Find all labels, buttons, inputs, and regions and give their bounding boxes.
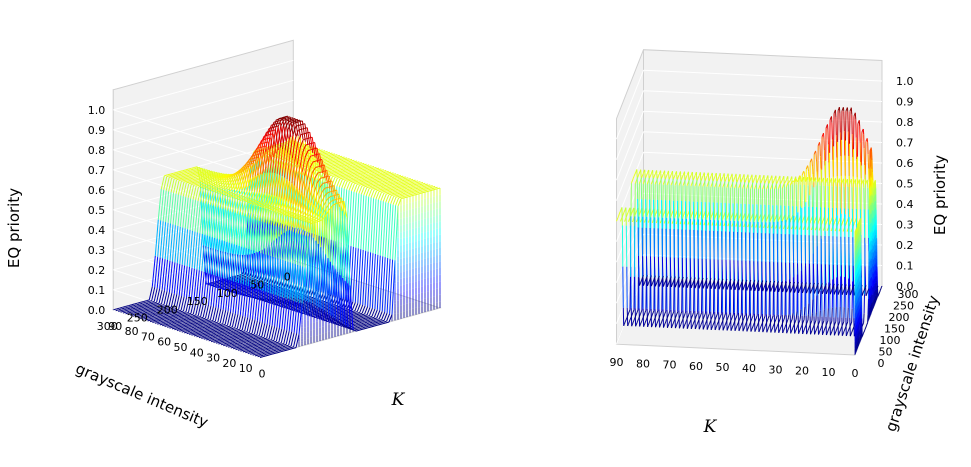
x-tick-label: 50 <box>879 346 893 359</box>
z-axis-label: EQ priority <box>5 188 23 268</box>
tick-labels: 0.00.10.20.30.40.50.60.70.80.91.00501001… <box>610 75 919 380</box>
z-tick-label: 0.6 <box>896 157 914 170</box>
z-tick-label: 0.5 <box>88 204 106 217</box>
y-tick-label: 70 <box>663 359 677 372</box>
z-tick-label: 1.0 <box>896 75 914 88</box>
z-tick-label: 0.3 <box>896 219 914 232</box>
z-tick-label: 0.8 <box>88 144 106 157</box>
z-tick-label: 1.0 <box>88 104 106 117</box>
y-tick-label: 60 <box>157 336 171 349</box>
tick-labels: 0.00.10.20.30.40.50.60.70.80.91.00501001… <box>88 104 291 381</box>
y-tick-label: 90 <box>610 356 624 369</box>
y-tick-label: 50 <box>174 341 188 354</box>
z-tick-label: 0.7 <box>88 164 106 177</box>
pane-wall-b <box>643 49 883 287</box>
x-tick-label: 50 <box>250 279 264 292</box>
x-tick-label: 300 <box>97 320 118 333</box>
x-tick-label: 200 <box>157 303 178 316</box>
x-tick-label: 200 <box>889 311 910 324</box>
z-tick-label: 0.2 <box>88 264 106 277</box>
x-tick-label: 100 <box>880 334 901 347</box>
left-surface-plot: 0.00.10.20.30.40.50.60.70.80.91.00501001… <box>5 39 442 432</box>
y-tick-label: 90 <box>108 320 122 333</box>
z-tick-label: 0.4 <box>896 198 914 211</box>
z-tick-label: 0.4 <box>88 224 106 237</box>
x-tick-label: 300 <box>898 288 919 301</box>
z-tick-label: 0.2 <box>896 239 914 252</box>
y-tick-label: 0 <box>259 368 266 381</box>
x-axis-label: grayscale intensity <box>73 359 211 431</box>
surface-wireframe <box>113 115 441 358</box>
surface-wireframe <box>616 107 883 355</box>
y-tick-label: 20 <box>222 357 236 370</box>
z-tick-label: 0.6 <box>88 184 106 197</box>
y-tick-label: 80 <box>636 357 650 370</box>
x-tick-label: 150 <box>187 295 208 308</box>
right-surface-plot: 0.00.10.20.30.40.50.60.70.80.91.00501001… <box>610 49 949 437</box>
y-tick-label: 10 <box>239 362 253 375</box>
z-tick-label: 0.0 <box>896 280 914 293</box>
y-tick-label: 30 <box>206 352 220 365</box>
x-tick-label: 250 <box>893 300 914 313</box>
y-tick-label: 70 <box>141 330 155 343</box>
x-tick-label: 0 <box>878 357 885 370</box>
x-tick-label: 150 <box>884 323 905 336</box>
z-tick-label: 0.3 <box>88 244 106 257</box>
y-tick-label: 30 <box>769 363 783 376</box>
y-tick-label: 40 <box>190 346 204 359</box>
y-tick-label: 80 <box>125 325 139 338</box>
y-axis-label: K <box>391 390 406 410</box>
y-tick-label: 50 <box>716 361 730 374</box>
y-tick-label: 0 <box>852 367 859 380</box>
x-tick-label: 0 <box>284 270 291 283</box>
z-tick-label: 0.1 <box>88 284 106 297</box>
z-tick-label: 0.1 <box>896 260 914 273</box>
y-axis-label: K <box>703 417 718 437</box>
z-tick-label: 0.9 <box>88 124 106 137</box>
z-tick-label: 0.5 <box>896 178 914 191</box>
x-tick-label: 250 <box>127 312 148 325</box>
x-tick-label: 100 <box>217 287 238 300</box>
y-tick-label: 60 <box>689 360 703 373</box>
z-tick-label: 0.8 <box>896 116 914 129</box>
z-tick-label: 0.7 <box>896 137 914 150</box>
y-tick-label: 20 <box>795 365 809 378</box>
y-tick-label: 10 <box>822 366 836 379</box>
z-tick-label: 0.9 <box>896 96 914 109</box>
z-axis-label: EQ priority <box>931 155 949 235</box>
z-tick-label: 0.0 <box>88 304 106 317</box>
y-tick-label: 40 <box>742 362 756 375</box>
